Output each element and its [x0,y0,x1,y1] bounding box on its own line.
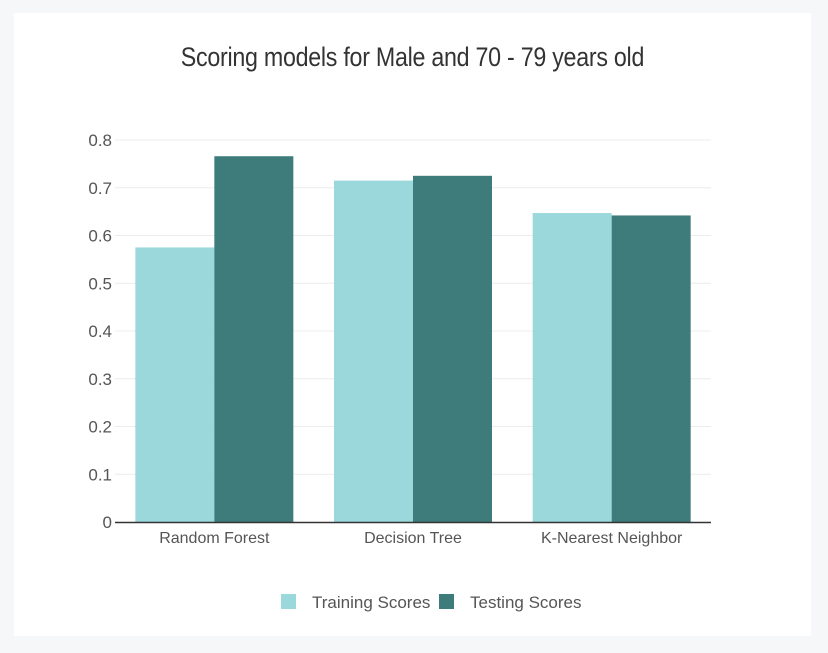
bar [334,180,413,522]
y-tick-label: 0 [103,513,112,532]
bar [135,247,215,522]
bar [214,156,294,523]
y-tick-label: 0.7 [88,179,112,198]
x-axis: Random Forest Decision Tree K-Nearest Neig… [115,521,711,547]
y-tick-label: 0.3 [88,370,112,389]
bar [611,215,691,522]
x-tick-label: Random Forest [159,530,270,547]
bar [532,213,612,522]
bars [135,156,691,523]
x-tick-label: Decision Tree [364,530,462,547]
bar [413,175,492,522]
y-tick-label: 0.5 [88,274,112,293]
chart-title: Scoring models for Male and 70 - 79 year… [180,42,645,72]
x-tick-label: K-Nearest Neighbor [541,530,683,547]
y-tick-label: 0.4 [88,322,112,341]
legend-label: Training Scores [312,593,430,612]
y-tick-label: 0.1 [88,465,112,484]
y-tick-label: 0.6 [88,227,112,246]
y-axis: 0 0.1 0.2 0.3 0.4 0.5 0.6 0.7 0.8 [88,131,112,532]
y-tick-label: 0.8 [88,131,112,150]
legend[interactable]: Training Scores Testing Scores [281,593,582,612]
legend-label: Testing Scores [470,593,582,612]
legend-swatch [439,594,454,609]
legend-swatch [281,594,296,609]
y-tick-label: 0.2 [88,418,112,437]
